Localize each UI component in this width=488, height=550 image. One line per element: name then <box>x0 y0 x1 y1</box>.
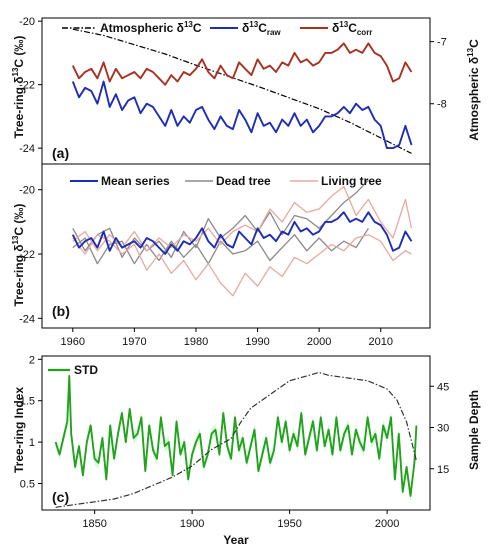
panel-b: -24 -22 -20 1960 1970 1980 1990 2000 2010 Mean s… <box>11 163 431 348</box>
x-tick-label: 1990 <box>245 336 269 348</box>
panel-b-ylabel: Tree-ring δ13C (‰) <box>11 204 26 307</box>
y2-tick-label: -8 <box>437 99 447 111</box>
x-tick-label: 1850 <box>82 518 106 530</box>
legend-atmospheric: Atmospheric δ13C <box>62 20 202 35</box>
y-tick-label: -20 <box>19 16 35 28</box>
legend-living-label: Living tree <box>321 174 382 188</box>
panel-c-ylabel: Tree-ring Index <box>12 387 26 473</box>
mean-series-line <box>71 211 413 255</box>
y2-tick-label: -7 <box>437 37 447 49</box>
y2-tick-label: 45 <box>437 381 449 393</box>
panel-a-ticks: -24 -22 -20 -8 -7 <box>19 16 447 155</box>
panel-a-y2label: Atmospheric δ13C <box>466 39 481 141</box>
-13craw-line <box>71 80 413 150</box>
atmospheric-13c-line <box>72 28 412 154</box>
legend-dead-label: Dead tree <box>216 174 271 188</box>
y-tick-label: -22 <box>19 80 35 92</box>
panel-c-xlabel: Year <box>223 533 249 547</box>
panel-b-ticks: -24 -22 -20 1960 1970 1980 1990 2000 2010 <box>19 185 393 348</box>
legend-raw: δ13Craw <box>210 20 281 37</box>
legend-raw-label: δ13Craw <box>242 20 281 37</box>
panel-b-label: (b) <box>52 303 70 319</box>
x-tick-label: 1970 <box>122 336 146 348</box>
y-tick-label: -24 <box>19 313 35 325</box>
legend-std: STD <box>48 363 98 377</box>
panel-b-frame <box>41 163 431 329</box>
x-tick-label: 2000 <box>375 518 399 530</box>
legend-std-label: STD <box>74 363 98 377</box>
y-tick-label: 2 <box>29 354 35 366</box>
y-tick-label: 1.5 <box>20 396 35 408</box>
panel-c-label: (c) <box>52 489 69 505</box>
legend-living: Living tree <box>290 174 382 188</box>
y-tick-label: 0.5 <box>20 479 35 491</box>
living-tree-line <box>72 185 413 252</box>
y2-tick-label: 30 <box>437 423 449 435</box>
panel-c-y2label: Sample Depth <box>467 390 481 470</box>
x-tick-label: 1900 <box>180 518 204 530</box>
y-tick-label: -24 <box>19 143 35 155</box>
x-tick-label: 1950 <box>277 518 301 530</box>
legend-atmospheric-label: Atmospheric δ13C <box>100 20 202 35</box>
panel-b-series <box>71 179 413 297</box>
x-tick-label: 1960 <box>61 336 85 348</box>
legend-corr: δ13Ccorr <box>300 20 372 37</box>
sample-depth-line <box>55 371 417 508</box>
x-tick-label: 1980 <box>184 336 208 348</box>
-13ccorr-line <box>71 42 413 86</box>
legend-mean-label: Mean series <box>101 174 170 188</box>
panel-a-series <box>71 28 413 154</box>
living-tree-line <box>72 234 412 297</box>
panel-c-frame <box>41 355 431 511</box>
panel-a: -24 -22 -20 -8 -7 Atmospheric δ13C δ13Craw δ… <box>11 16 481 165</box>
panel-a-label: (a) <box>52 145 69 161</box>
panel-c-ticks: 0.5 1 1.5 2 15 30 45 1850 1900 1950 2000 <box>20 354 450 530</box>
y-tick-label: -22 <box>19 249 35 261</box>
legend-mean: Mean series <box>70 174 170 188</box>
x-tick-label: 2000 <box>307 336 331 348</box>
dead-tree-line <box>72 227 369 265</box>
x-tick-label: 2010 <box>368 336 392 348</box>
dead-tree-line <box>72 179 369 258</box>
y-tick-label: -20 <box>19 185 35 197</box>
std-line <box>54 374 418 497</box>
y2-tick-label: 15 <box>437 464 449 476</box>
legend-dead: Dead tree <box>185 174 271 188</box>
panel-a-ylabel: Tree-ring δ13C (‰) <box>11 36 26 139</box>
panel-c-series <box>54 369 418 508</box>
y-tick-label: 1 <box>29 437 35 449</box>
legend-corr-label: δ13Ccorr <box>332 20 372 37</box>
panel-c: 0.5 1 1.5 2 15 30 45 1850 1900 1950 2000 STD (c) T… <box>12 354 481 547</box>
